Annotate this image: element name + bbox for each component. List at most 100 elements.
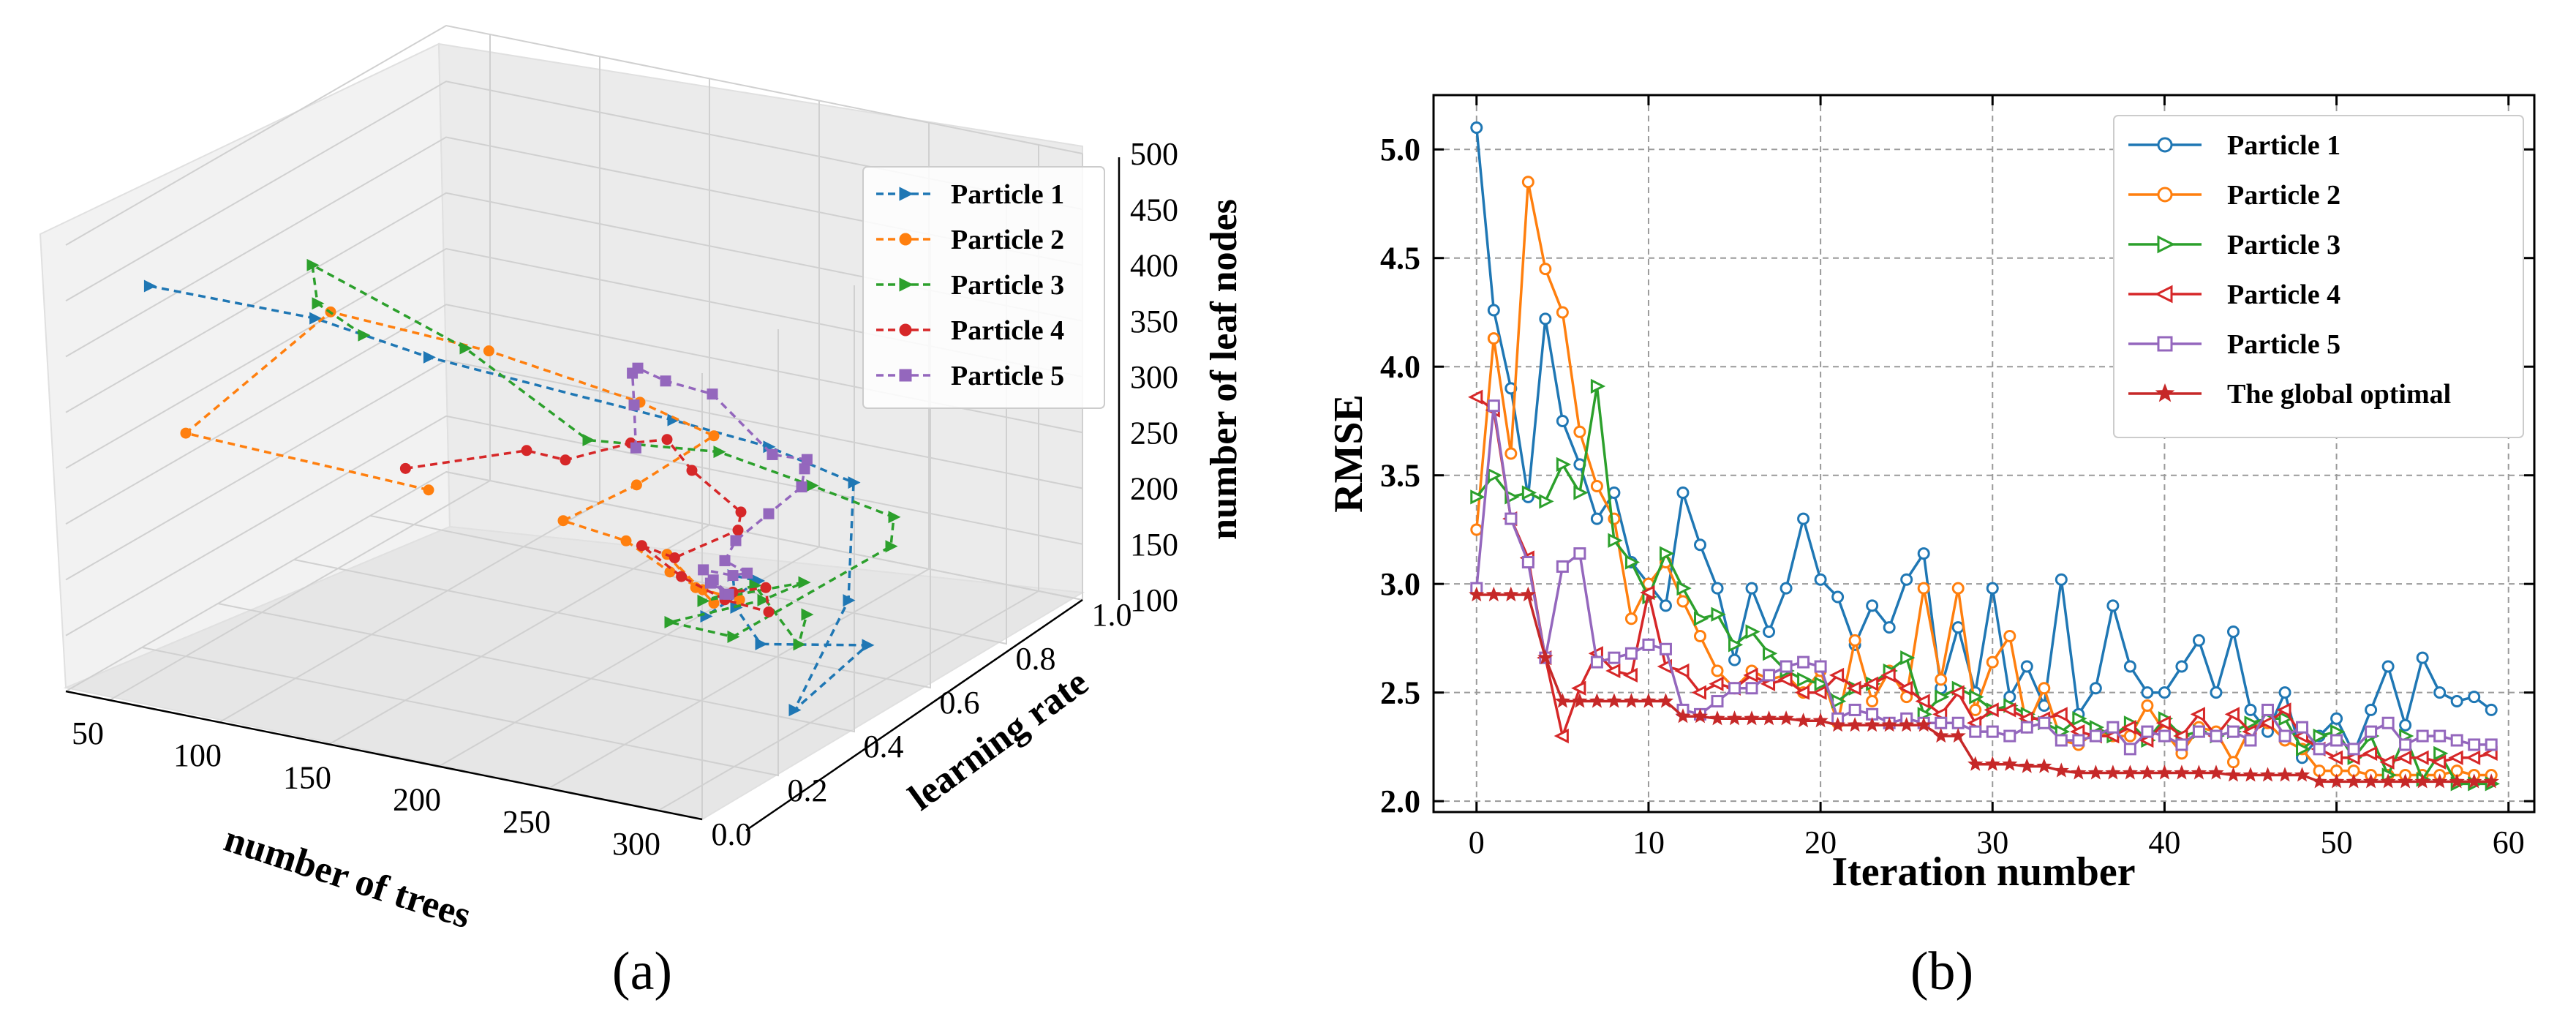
data-point-2d bbox=[1831, 590, 1845, 604]
data-point-3d bbox=[760, 582, 772, 593]
data-point-3d bbox=[719, 555, 731, 566]
data-point-2d bbox=[1676, 595, 1690, 608]
data-point-2d bbox=[2278, 686, 2291, 699]
data-point-2d bbox=[2226, 725, 2240, 738]
z-tick-label: 150 bbox=[1130, 527, 1178, 563]
data-point-2d bbox=[1608, 651, 1621, 664]
data-point-2d bbox=[2156, 764, 2173, 780]
data-point-2d bbox=[2468, 691, 2481, 704]
legend-item-b: Particle 1 bbox=[2128, 130, 2340, 161]
data-point-2d bbox=[2414, 750, 2429, 765]
data-point-2d bbox=[1916, 717, 1932, 732]
data-point-2d bbox=[2381, 660, 2395, 673]
data-point-2d bbox=[2397, 773, 2414, 789]
data-point-2d bbox=[1814, 676, 1829, 691]
data-point-2d bbox=[2448, 750, 2463, 765]
data-point-2d bbox=[1794, 685, 1810, 700]
data-point-2d bbox=[2485, 738, 2498, 751]
x-tick-label: 150 bbox=[283, 759, 331, 795]
data-point-2d bbox=[2259, 767, 2276, 782]
data-point-3d bbox=[312, 297, 325, 310]
data-point-2d bbox=[1504, 512, 1518, 525]
data-point-2d bbox=[2330, 712, 2343, 725]
data-point-2d bbox=[1814, 573, 1827, 586]
legend-item-a: Particle 3 bbox=[876, 270, 1064, 301]
x-tick-label-b: 50 bbox=[2321, 824, 2353, 860]
data-point-3d bbox=[483, 345, 494, 357]
legend-item-b: Particle 3 bbox=[2128, 230, 2340, 260]
data-point-2d bbox=[2071, 764, 2087, 780]
data-point-2d bbox=[1608, 533, 1623, 548]
data-point-2d bbox=[1556, 456, 1572, 472]
data-point-2d bbox=[2362, 773, 2379, 789]
data-point-2d bbox=[1573, 547, 1586, 560]
data-point-2d bbox=[1693, 629, 1706, 642]
grid-line-y bbox=[141, 329, 779, 777]
data-point-2d bbox=[1675, 708, 1691, 724]
y-tick-label: 0.4 bbox=[864, 729, 904, 764]
data-point-2d bbox=[2242, 767, 2259, 782]
x-tick-label-b: 10 bbox=[1632, 824, 1665, 860]
data-point-2d bbox=[1969, 689, 1984, 704]
data-point-3d bbox=[885, 540, 898, 553]
y-tick-label: 0.0 bbox=[712, 816, 752, 852]
data-point-2d bbox=[2003, 629, 2016, 642]
data-point-3d bbox=[180, 427, 192, 439]
data-point-2d bbox=[2328, 773, 2345, 789]
data-point-3d bbox=[636, 540, 647, 552]
data-point-2d bbox=[1521, 176, 1534, 189]
data-point-3d bbox=[423, 484, 434, 496]
data-point-2d bbox=[1986, 725, 1999, 738]
grid-line-z bbox=[65, 24, 1083, 246]
data-point-2d bbox=[1829, 667, 1845, 683]
data-point-3d bbox=[698, 564, 709, 576]
data-point-3d bbox=[798, 576, 811, 589]
data-point-3d bbox=[664, 615, 677, 629]
data-point-2d bbox=[2485, 703, 2498, 716]
legend-box-b bbox=[2113, 115, 2524, 438]
data-point-2d bbox=[2259, 715, 2275, 731]
data-point-2d bbox=[1539, 263, 1552, 276]
data-point-2d bbox=[1676, 486, 1690, 499]
y-tick-label-b: 3.0 bbox=[1380, 566, 1420, 602]
legend-label-b: Particle 4 bbox=[2227, 279, 2340, 310]
grid-line-z bbox=[65, 359, 1083, 581]
legend-label-b: The global optimal bbox=[2227, 379, 2451, 410]
data-point-2d bbox=[1984, 756, 2000, 771]
data-point-3d bbox=[763, 606, 775, 617]
data-point-2d bbox=[2106, 599, 2120, 612]
data-point-2d bbox=[2020, 660, 2033, 673]
legend-item-b: Particle 5 bbox=[2128, 329, 2340, 360]
data-point-2d bbox=[1590, 480, 1603, 493]
data-point-2d bbox=[2347, 743, 2360, 756]
legend-label-b: Particle 1 bbox=[2227, 130, 2340, 161]
data-point-2d bbox=[1986, 582, 1999, 595]
y-tick-label-b: 2.0 bbox=[1380, 784, 1420, 819]
data-point-3d bbox=[757, 593, 770, 606]
data-point-2d bbox=[1967, 756, 1984, 771]
data-point-2d bbox=[2003, 729, 2016, 743]
data-point-2d bbox=[2296, 741, 2311, 757]
series-2d-line bbox=[1475, 405, 2492, 751]
legend-item-a: Particle 2 bbox=[876, 225, 1064, 255]
data-point-2d bbox=[1846, 680, 1861, 696]
data-point-2d bbox=[2106, 721, 2120, 734]
data-point-2d bbox=[1743, 667, 1758, 683]
data-point-2d bbox=[1949, 685, 1965, 700]
legend-marker bbox=[899, 187, 914, 201]
data-point-2d bbox=[1848, 703, 1861, 716]
data-point-2d bbox=[1950, 727, 1966, 743]
legend-item-a: Particle 1 bbox=[876, 179, 1064, 210]
y-tick-label-b: 4.0 bbox=[1380, 349, 1420, 385]
data-point-2d bbox=[2380, 773, 2396, 789]
data-point-2d bbox=[1917, 582, 1930, 595]
series-3d-5 bbox=[627, 362, 813, 600]
data-point-2d bbox=[1744, 710, 1760, 726]
legend-item-a: Particle 4 bbox=[876, 315, 1064, 346]
data-point-2d bbox=[1503, 586, 1519, 602]
data-point-2d bbox=[1951, 716, 1965, 729]
data-point-2d bbox=[1692, 708, 1709, 724]
y-tick-label: 0.6 bbox=[940, 685, 980, 721]
series-2d-5 bbox=[1470, 399, 2498, 756]
